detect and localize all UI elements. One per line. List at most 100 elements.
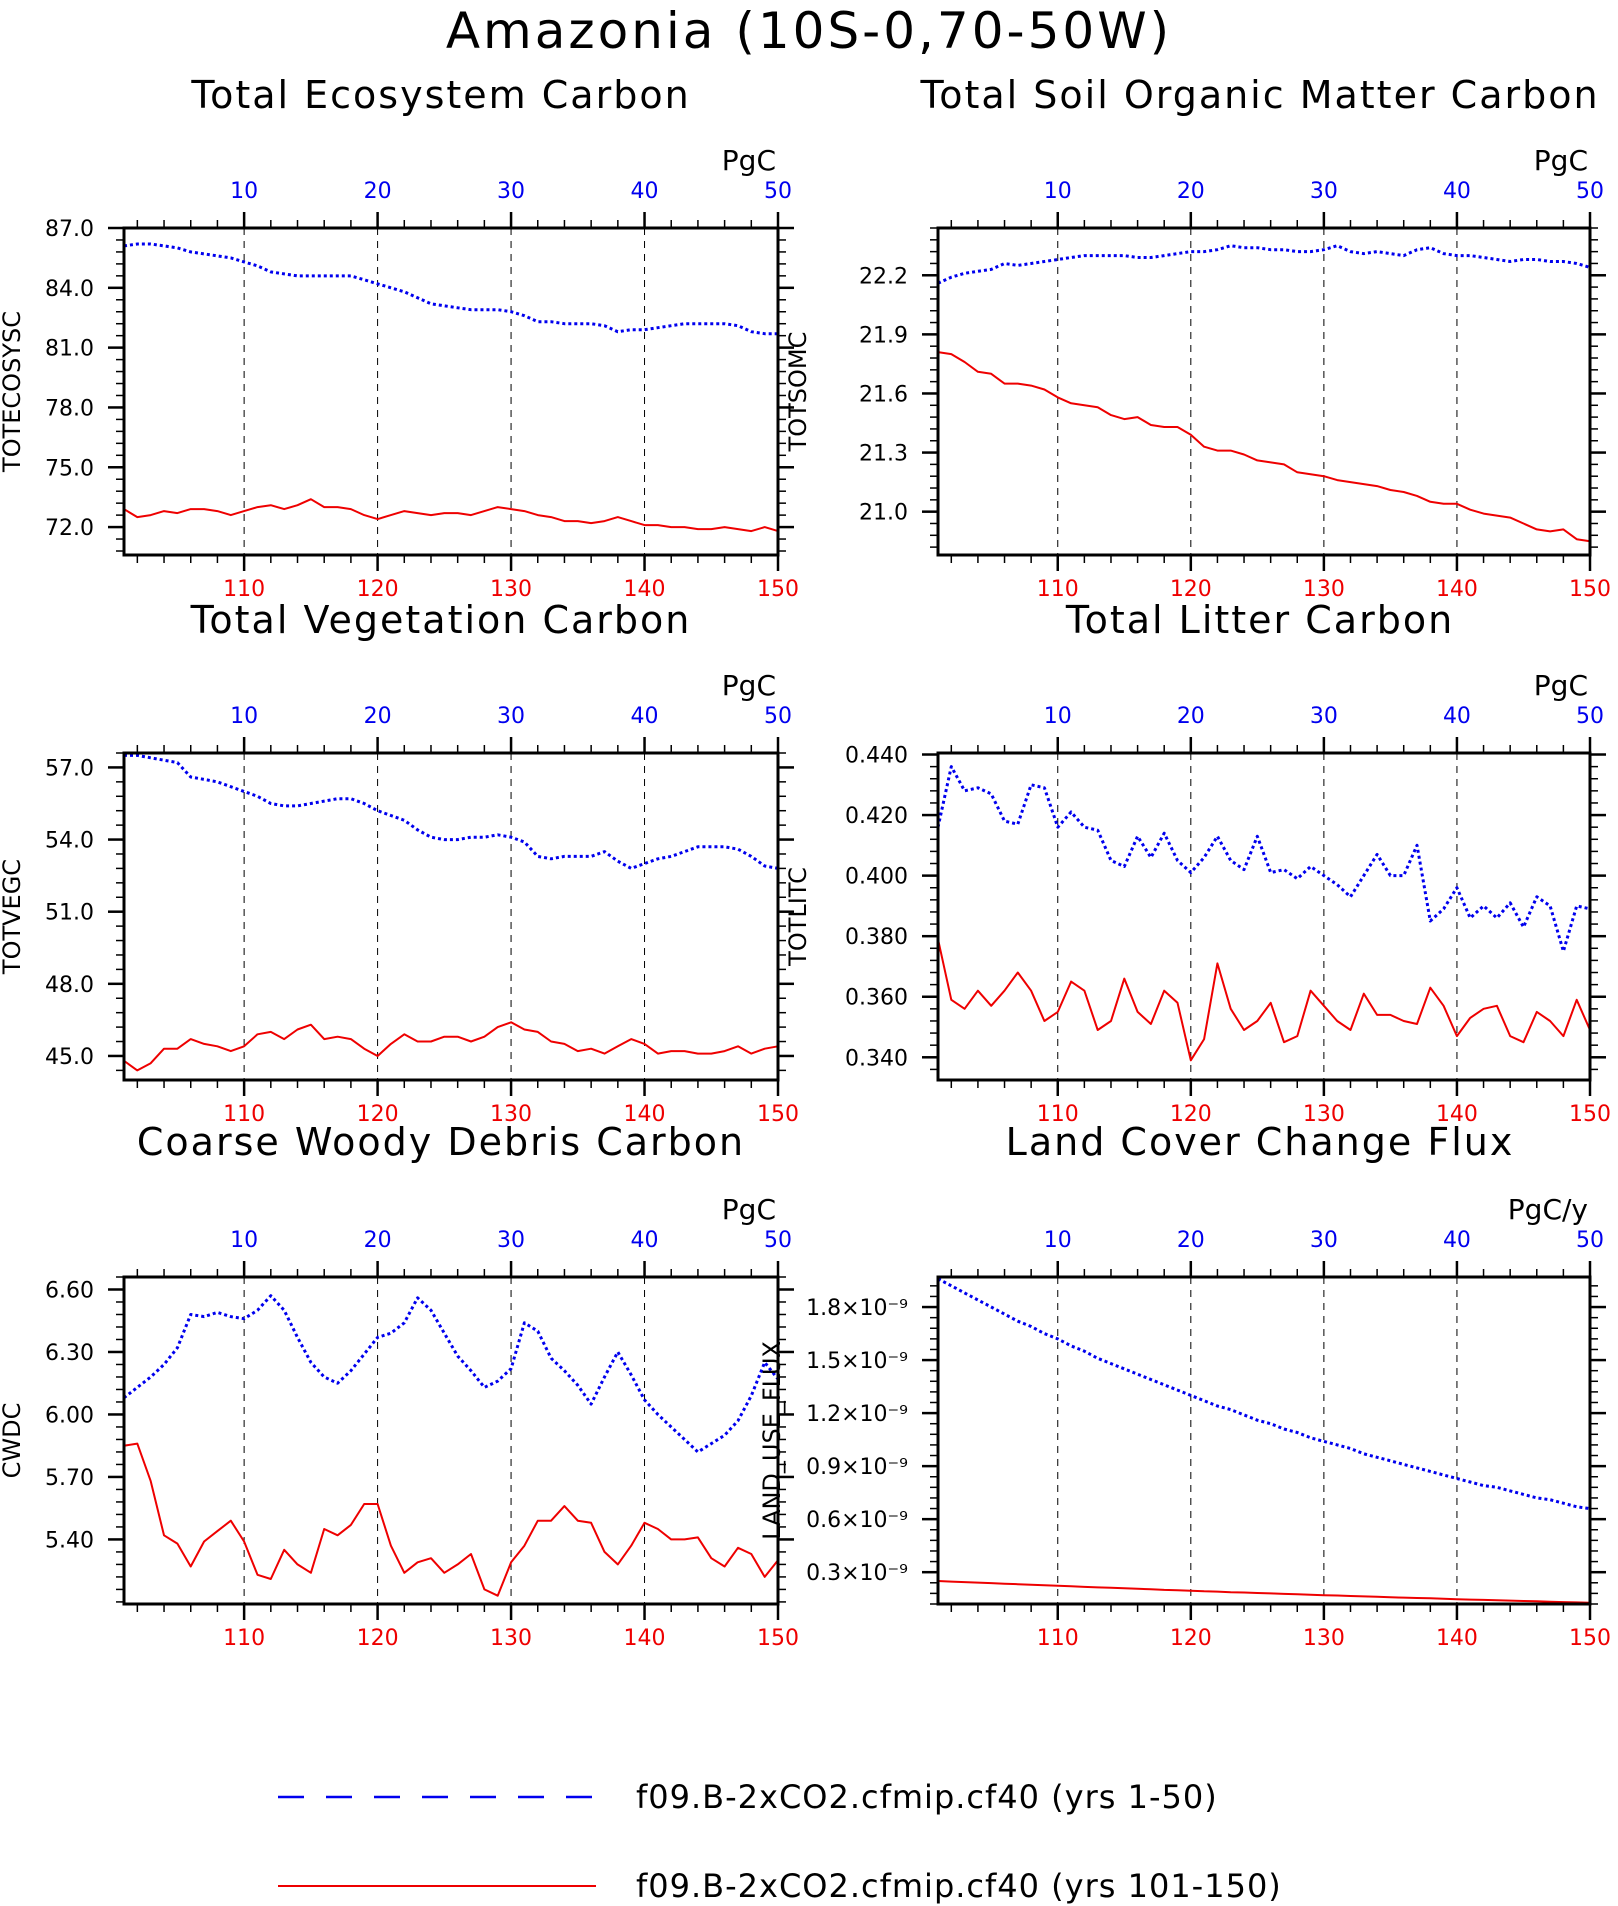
bottom-tick-label: 150 xyxy=(757,577,799,602)
y-tick-label: 0.340 xyxy=(845,1046,908,1071)
bottom-tick-label: 110 xyxy=(223,577,265,602)
y-tick-label: 72.0 xyxy=(45,516,94,541)
series-line-yrs-1-50 xyxy=(937,1277,1591,1511)
series-line-yrs-101-150 xyxy=(937,351,1591,543)
bottom-tick-label: 120 xyxy=(357,1626,399,1651)
chart-panel-totlitc: Total Litter Carbon 10 20 30 40 50 110 120 130 14… xyxy=(784,598,1611,1127)
bottom-tick-label: 150 xyxy=(1569,1626,1611,1651)
bottom-tick-label: 120 xyxy=(1170,1102,1212,1127)
bottom-tick-label: 110 xyxy=(223,1626,265,1651)
y-tick-label: 0.380 xyxy=(845,925,908,950)
bottom-tick-label: 150 xyxy=(1569,1102,1611,1127)
y-tick-label: 0.6×10⁻⁹ xyxy=(806,1508,908,1533)
y-tick-label: 1.2×10⁻⁹ xyxy=(806,1402,908,1427)
top-tick-label: 10 xyxy=(1044,704,1072,729)
y-tick-label: 5.40 xyxy=(45,1528,94,1553)
chart-title: Total Litter Carbon xyxy=(1065,598,1454,642)
chart-title: Coarse Woody Debris Carbon xyxy=(137,1120,745,1164)
chart-title: Land Cover Change Flux xyxy=(1006,1120,1515,1164)
chart-panel-land-use-flux: Land Cover Change Flux 10 20 30 40 50 110 120 13… xyxy=(758,1120,1611,1651)
top-tick-label: 50 xyxy=(764,179,792,204)
plot-frame xyxy=(122,1275,780,1606)
chart-panel-cwdc: Coarse Woody Debris Carbon 10 20 30 40 50 110 1… xyxy=(0,1120,799,1651)
plot-frame xyxy=(936,751,1592,1082)
legend: f09.B-2xCO2.cfmip.cf40 (yrs 1-50) f09.B-… xyxy=(278,1778,1281,1905)
top-tick-label: 50 xyxy=(764,704,792,729)
series-line-yrs-101-150 xyxy=(123,1021,779,1072)
series-line-yrs-1-50 xyxy=(936,765,1591,953)
y-tick-label: 0.3×10⁻⁹ xyxy=(806,1561,908,1586)
bottom-tick-label: 140 xyxy=(624,1102,666,1127)
y-tick-label: 84.0 xyxy=(45,277,94,302)
y-tick-label: 54.0 xyxy=(45,829,94,854)
top-tick-label: 30 xyxy=(497,179,525,204)
top-tick-label: 40 xyxy=(631,1228,659,1253)
bottom-tick-label: 130 xyxy=(1303,1102,1345,1127)
y-tick-label: 78.0 xyxy=(45,396,94,421)
top-tick-label: 20 xyxy=(364,179,392,204)
y-axis-label: TOTSOMC xyxy=(784,332,812,453)
top-tick-label: 30 xyxy=(1310,704,1338,729)
series-line-yrs-101-150 xyxy=(123,498,779,533)
unit-label: PgC xyxy=(1534,669,1588,702)
top-tick-label: 50 xyxy=(764,1228,792,1253)
y-tick-label: 0.9×10⁻⁹ xyxy=(806,1455,908,1480)
plot-frame xyxy=(122,226,780,557)
top-tick-label: 10 xyxy=(230,179,258,204)
y-tick-label: 45.0 xyxy=(45,1045,94,1070)
y-tick-label: 51.0 xyxy=(45,901,94,926)
top-tick-label: 30 xyxy=(1310,179,1338,204)
y-tick-label: 21.3 xyxy=(859,442,908,467)
bottom-tick-label: 130 xyxy=(1303,577,1345,602)
y-tick-label: 57.0 xyxy=(45,756,94,781)
top-tick-label: 10 xyxy=(1044,179,1072,204)
legend-label-series-1: f09.B-2xCO2.cfmip.cf40 (yrs 1-50) xyxy=(636,1778,1218,1816)
chart-title: Total Soil Organic Matter Carbon xyxy=(919,73,1599,117)
top-tick-label: 40 xyxy=(1443,1228,1471,1253)
top-tick-label: 30 xyxy=(1310,1228,1338,1253)
y-tick-label: 75.0 xyxy=(45,456,94,481)
unit-label: PgC xyxy=(722,144,776,177)
chart-title: Total Vegetation Carbon xyxy=(190,598,692,642)
y-tick-label: 1.5×10⁻⁹ xyxy=(806,1349,908,1374)
bottom-tick-label: 140 xyxy=(1436,1102,1478,1127)
unit-label: PgC/y xyxy=(1508,1193,1588,1226)
y-axis-label: CWDC xyxy=(0,1403,26,1479)
top-tick-label: 20 xyxy=(1177,179,1205,204)
top-tick-label: 20 xyxy=(1177,1228,1205,1253)
figure-title: Amazonia (10S-0,70-50W) xyxy=(446,2,1172,60)
bottom-tick-label: 140 xyxy=(624,1626,666,1651)
bottom-tick-label: 110 xyxy=(223,1102,265,1127)
series-line-yrs-101-150 xyxy=(937,1580,1591,1604)
y-tick-label: 22.2 xyxy=(859,264,908,289)
bottom-tick-label: 130 xyxy=(490,1102,532,1127)
chart-panel-totecosysc: Total Ecosystem Carbon 10 20 30 40 50 110 120 13… xyxy=(0,73,799,602)
top-tick-label: 50 xyxy=(1576,1228,1604,1253)
plot-frame xyxy=(936,226,1592,557)
top-tick-label: 50 xyxy=(1576,179,1604,204)
y-tick-label: 87.0 xyxy=(45,217,94,242)
top-tick-label: 10 xyxy=(230,1228,258,1253)
top-tick-label: 30 xyxy=(497,704,525,729)
bottom-tick-label: 130 xyxy=(490,577,532,602)
y-tick-label: 21.6 xyxy=(859,382,908,407)
bottom-tick-label: 150 xyxy=(757,1626,799,1651)
y-tick-label: 0.440 xyxy=(845,744,908,769)
y-axis-label: LAND_USE_FLUX xyxy=(758,1341,786,1540)
bottom-tick-label: 110 xyxy=(1037,1102,1079,1127)
chart-title: Total Ecosystem Carbon xyxy=(190,73,690,117)
top-tick-label: 50 xyxy=(1576,704,1604,729)
series-line-yrs-1-50 xyxy=(124,753,779,870)
y-tick-label: 0.360 xyxy=(845,986,908,1011)
y-axis-label: TOTLITC xyxy=(784,867,812,967)
y-tick-label: 6.30 xyxy=(45,1341,94,1366)
series-line-yrs-101-150 xyxy=(123,1442,779,1597)
top-tick-label: 20 xyxy=(364,704,392,729)
bottom-tick-label: 150 xyxy=(757,1102,799,1127)
top-tick-label: 40 xyxy=(1443,179,1471,204)
bottom-tick-label: 140 xyxy=(1436,1626,1478,1651)
y-axis-label: TOTECOSYSC xyxy=(0,311,26,473)
y-tick-label: 21.9 xyxy=(859,323,908,348)
unit-label: PgC xyxy=(722,1193,776,1226)
